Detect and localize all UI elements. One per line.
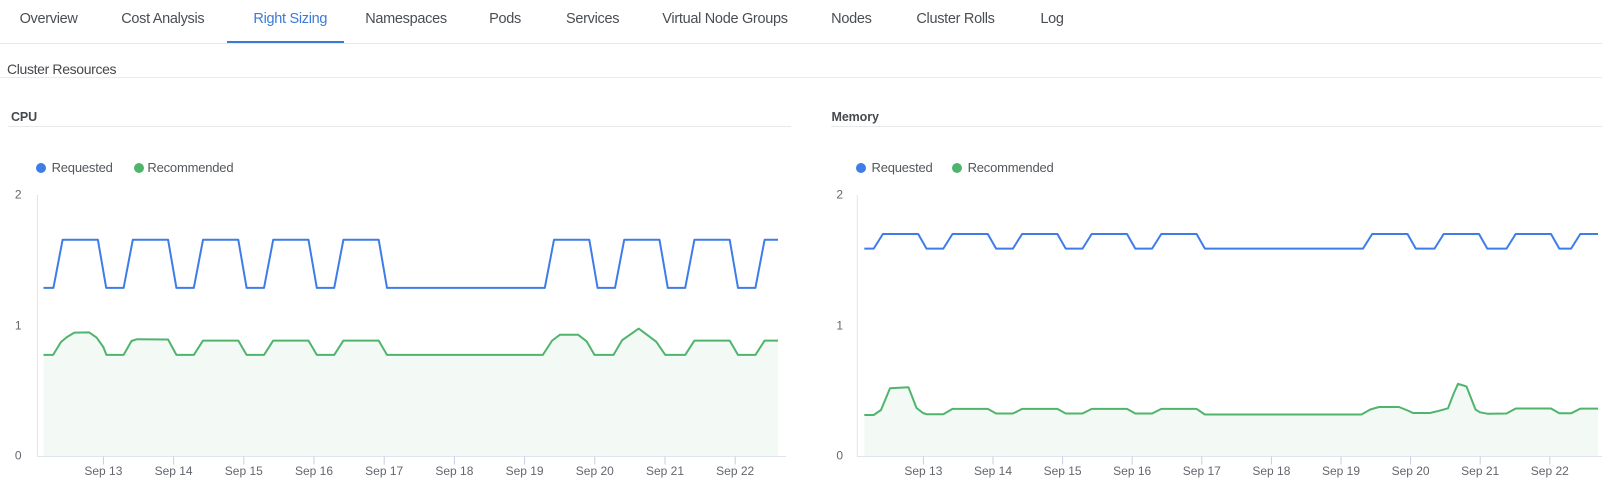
svg-text:0: 0 xyxy=(15,449,22,463)
svg-text:2: 2 xyxy=(836,188,843,202)
svg-text:Sep 18: Sep 18 xyxy=(435,464,473,478)
svg-text:Sep 22: Sep 22 xyxy=(1531,464,1569,478)
svg-text:Sep 21: Sep 21 xyxy=(1461,464,1499,478)
svg-text:Sep 17: Sep 17 xyxy=(1183,464,1221,478)
svg-text:Sep 17: Sep 17 xyxy=(365,464,403,478)
svg-text:Sep 13: Sep 13 xyxy=(84,464,122,478)
svg-text:Sep 20: Sep 20 xyxy=(1392,464,1430,478)
svg-text:Sep 22: Sep 22 xyxy=(716,464,754,478)
svg-text:Sep 20: Sep 20 xyxy=(576,464,614,478)
svg-text:Sep 19: Sep 19 xyxy=(1322,464,1360,478)
svg-text:Sep 14: Sep 14 xyxy=(974,464,1012,478)
svg-text:2: 2 xyxy=(15,188,22,202)
svg-text:Sep 13: Sep 13 xyxy=(904,464,942,478)
svg-text:Sep 21: Sep 21 xyxy=(646,464,684,478)
svg-text:Sep 19: Sep 19 xyxy=(506,464,544,478)
svg-text:Sep 15: Sep 15 xyxy=(1044,464,1082,478)
svg-text:0: 0 xyxy=(836,449,843,463)
svg-text:Sep 16: Sep 16 xyxy=(295,464,333,478)
svg-text:Sep 16: Sep 16 xyxy=(1113,464,1151,478)
svg-text:Sep 15: Sep 15 xyxy=(225,464,263,478)
svg-text:Sep 14: Sep 14 xyxy=(155,464,193,478)
svg-text:Sep 18: Sep 18 xyxy=(1252,464,1290,478)
svg-text:1: 1 xyxy=(15,319,22,333)
svg-text:1: 1 xyxy=(836,319,843,333)
